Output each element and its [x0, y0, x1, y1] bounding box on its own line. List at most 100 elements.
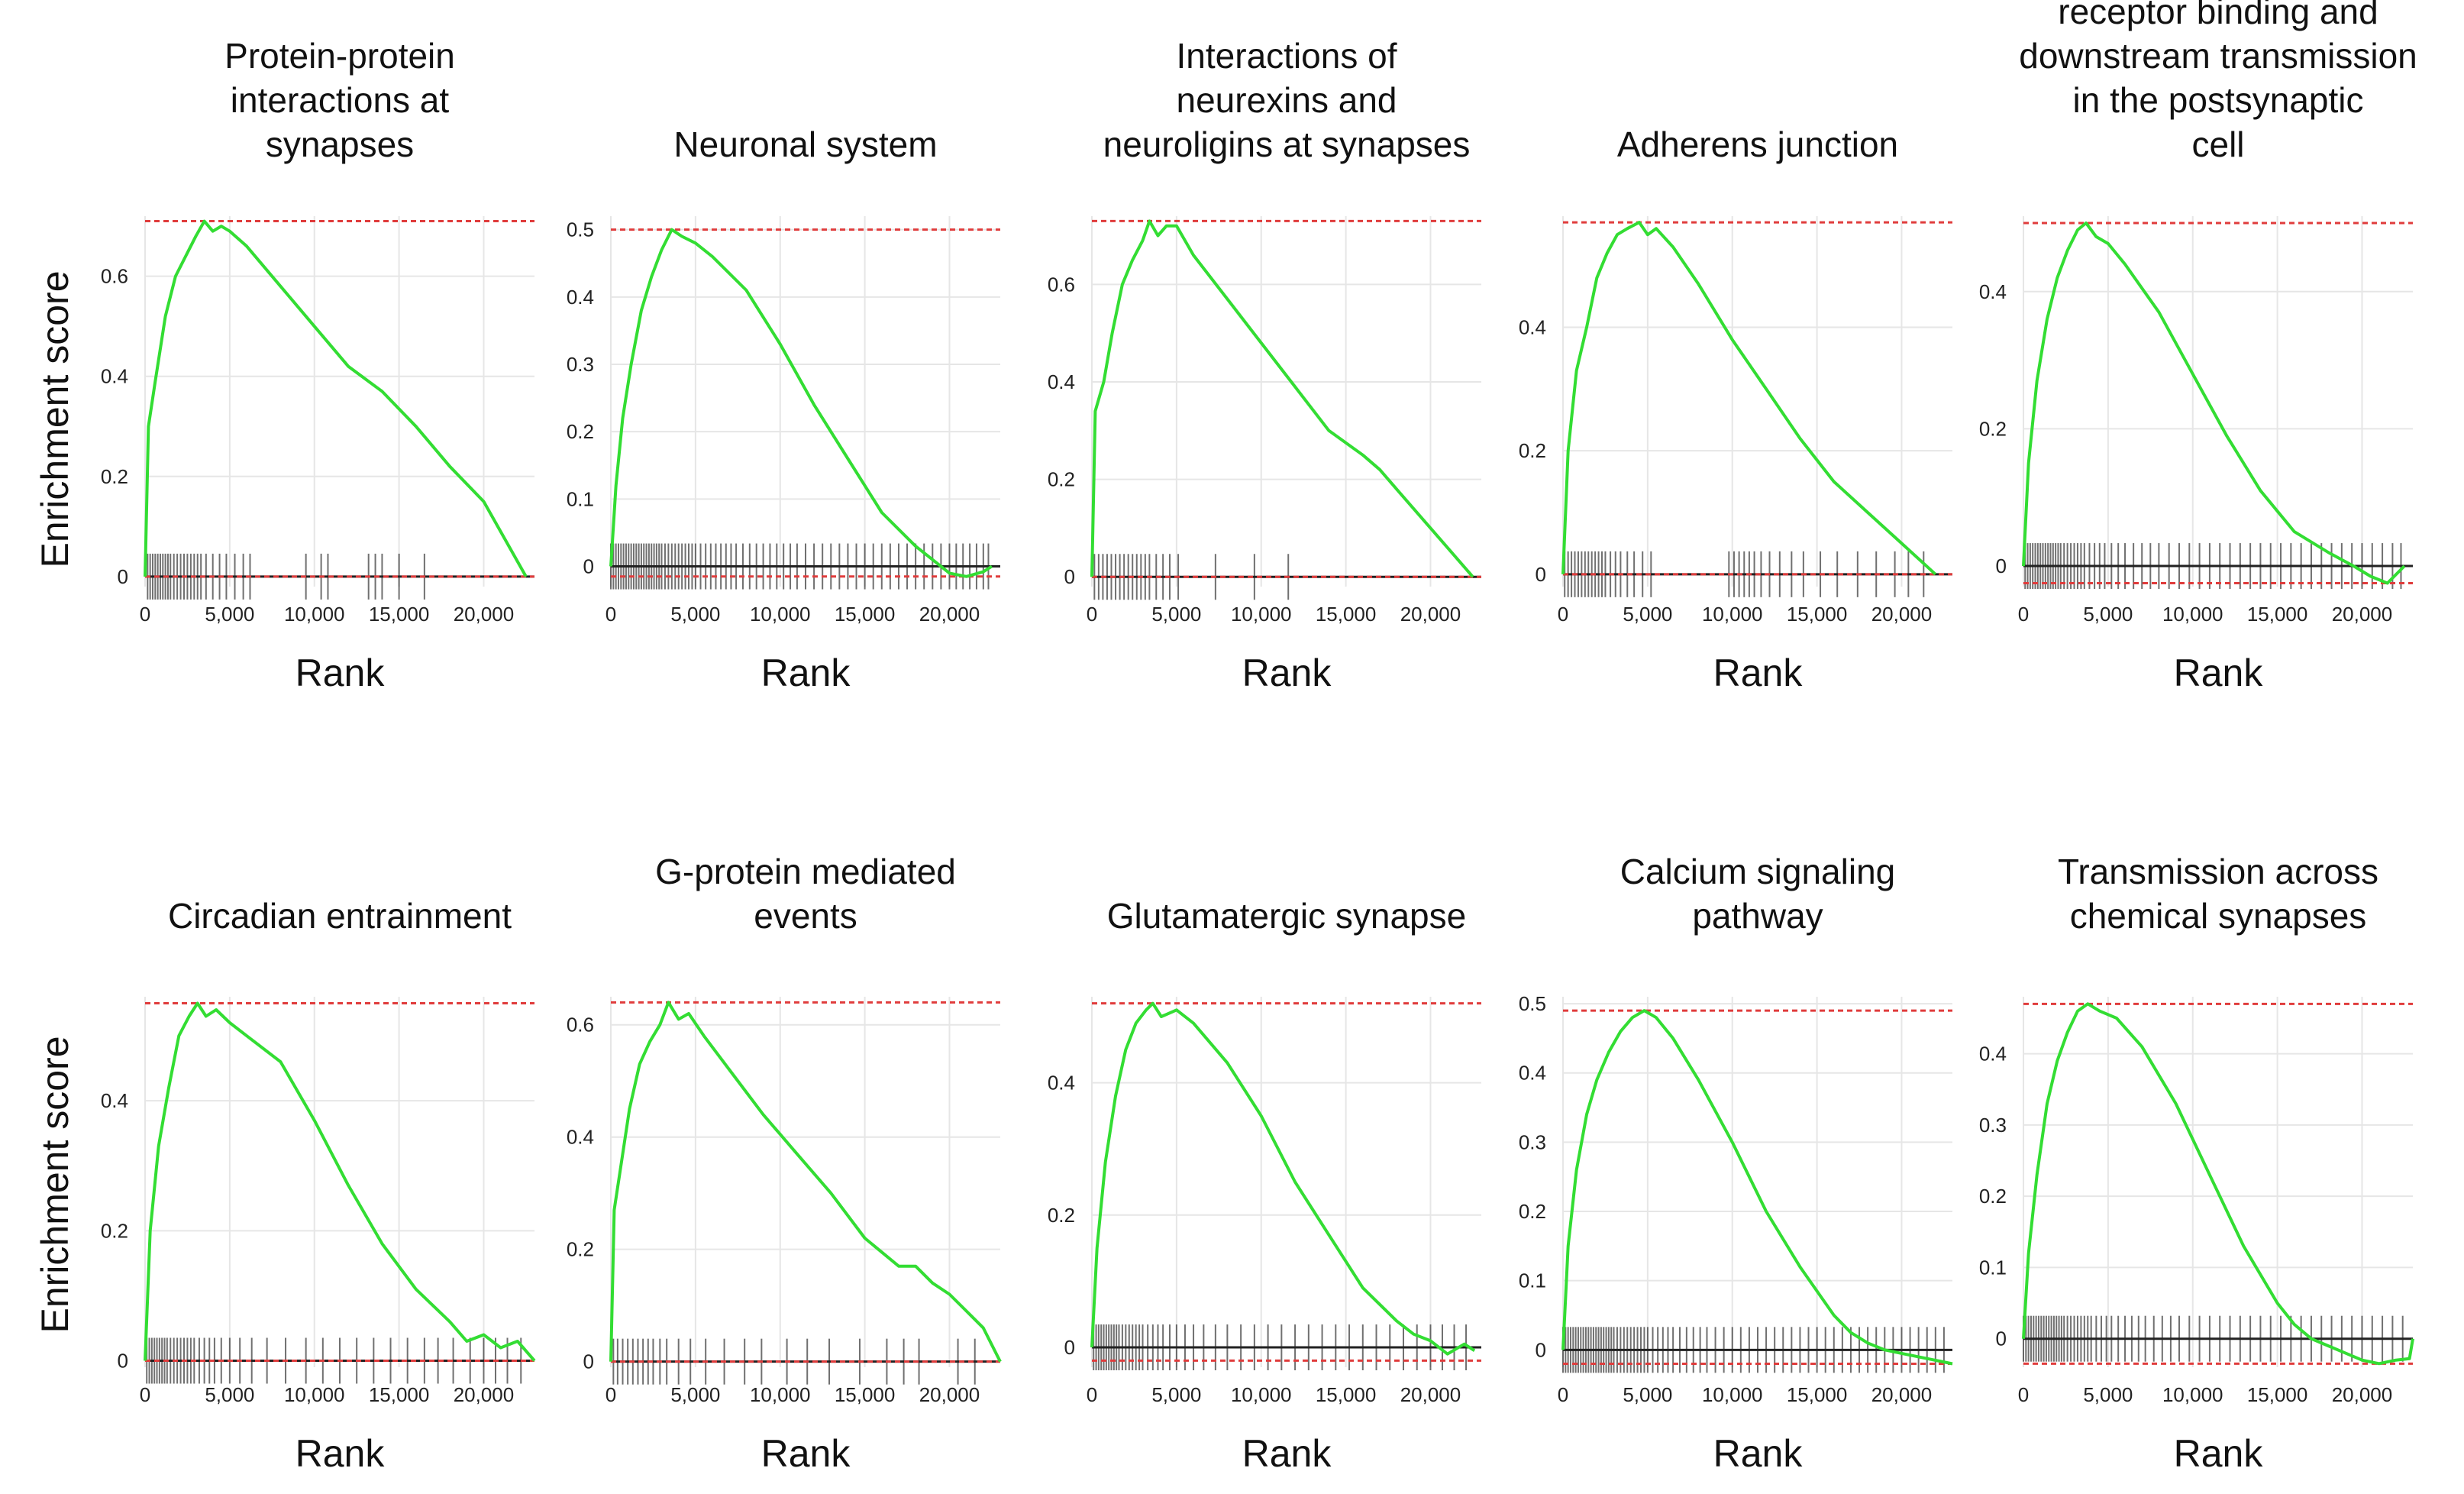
x-tick-label: 0	[1087, 603, 1097, 626]
x-tick-label: 20,000	[919, 603, 980, 626]
y-tick-label: 0	[118, 565, 128, 588]
panel-6: 0 0.2 0.4 0 5,000 10,000 15,000 20,000 Rank Circa…	[101, 896, 536, 1475]
row1-y-axis-label: Enrichment score	[34, 270, 76, 568]
x-tick-label: 15,000	[369, 1383, 430, 1406]
x-axis-label: Rank	[761, 1432, 851, 1475]
panel-7: 0 0.2 0.4 0.6 0 5,000 10,000 15,000 20,000 Rank G-…	[567, 852, 1002, 1475]
x-tick-label: 10,000	[1702, 1383, 1763, 1406]
x-tick-label: 20,000	[1871, 1383, 1933, 1406]
y-tick-label: 0.6	[567, 1014, 594, 1036]
enrichment-curve	[1561, 221, 1937, 576]
panel-1: 0 0.2 0.4 0.6 0 5,000 10,000 15,000 20,000 Rank Pr…	[101, 36, 534, 694]
x-tick-label: 0	[1558, 1383, 1568, 1406]
panel-9: 0 0.1 0.2 0.3 0.4 0.5 0 5,000 10,000 15,000 20,000…	[1519, 852, 1953, 1475]
y-tick-label: 0.2	[567, 1238, 594, 1261]
y-tick-label: 0	[1536, 1338, 1546, 1361]
y-tick-label: 0.4	[567, 1126, 594, 1149]
x-tick-label: 5,000	[1623, 603, 1672, 626]
enrichment-curve	[1090, 219, 1474, 578]
panel-4: 0 0.2 0.4 0 5,000 10,000 15,000 20,000 Rank Adher…	[1519, 124, 1952, 694]
y-tick-label: 0	[1064, 565, 1075, 588]
x-tick-label: 20,000	[1871, 603, 1933, 626]
y-tick-label: 0.6	[101, 265, 128, 288]
x-axis-label: Rank	[761, 652, 851, 694]
x-tick-label: 10,000	[2162, 603, 2223, 626]
y-tick-label: 0.4	[1519, 316, 1546, 339]
y-tick-label: 0	[1064, 1336, 1075, 1359]
x-tick-label: 20,000	[2332, 1383, 2393, 1406]
x-tick-label: 0	[606, 603, 616, 626]
x-tick-label: 0	[606, 1383, 616, 1406]
enrichment-curve	[1090, 1001, 1476, 1356]
y-tick-label: 0	[1996, 555, 2007, 577]
y-tick-label: 0.4	[1519, 1062, 1546, 1085]
x-tick-label: 15,000	[835, 1383, 896, 1406]
y-tick-label: 0.2	[1519, 439, 1546, 462]
y-tick-label: 0	[1536, 563, 1546, 586]
y-tick-label: 0.6	[1048, 273, 1075, 296]
chart-title: Calcium signaling pathway	[1620, 852, 1896, 936]
y-tick-label: 0.5	[1519, 992, 1546, 1015]
row2-y-axis-label: Enrichment score	[34, 1036, 76, 1334]
x-tick-label: 0	[1558, 603, 1568, 626]
x-tick-label: 0	[1087, 1383, 1097, 1406]
y-tick-label: 0.4	[567, 286, 594, 309]
x-tick-label: 5,000	[670, 1383, 720, 1406]
x-tick-label: 15,000	[2247, 1383, 2308, 1406]
x-tick-label: 10,000	[1231, 603, 1292, 626]
x-tick-label: 15,000	[369, 603, 430, 626]
x-tick-label: 5,000	[205, 603, 254, 626]
x-tick-label: 0	[2018, 603, 2029, 626]
enrichment-curve	[609, 1001, 1002, 1363]
x-tick-label: 5,000	[1151, 1383, 1201, 1406]
chart-title: Glutamatergic synapse	[1107, 896, 1466, 936]
chart-title: G-protein mediated events	[655, 852, 956, 936]
chart-title: Neurotransmitterreceptor binding anddown…	[2019, 0, 2417, 164]
y-tick-label: 0.4	[1979, 280, 2007, 303]
y-tick-label: 0.4	[1048, 370, 1075, 393]
x-tick-label: 20,000	[919, 1383, 980, 1406]
x-tick-label: 0	[2018, 1383, 2029, 1406]
enrichment-curve	[1561, 1009, 1953, 1366]
x-tick-label: 5,000	[2083, 603, 2133, 626]
y-tick-label: 0.2	[1048, 468, 1075, 491]
y-tick-label: 0.4	[1048, 1072, 1075, 1095]
chart-title: Neuronal system	[673, 124, 937, 164]
y-tick-label: 0.3	[567, 353, 594, 376]
x-axis-label: Rank	[1713, 1432, 1804, 1475]
enrichment-curve	[609, 228, 993, 578]
y-tick-label: 0.2	[101, 1219, 128, 1242]
chart-title: Protein-protein interactions at synapses	[224, 36, 455, 164]
y-tick-label: 0.5	[567, 218, 594, 241]
x-axis-label: Rank	[2174, 652, 2264, 694]
chart-title: Adherens junction	[1617, 124, 1898, 164]
x-axis-label: Rank	[295, 1432, 386, 1475]
x-tick-label: 5,000	[2083, 1383, 2133, 1406]
x-tick-label: 10,000	[750, 603, 811, 626]
x-tick-label: 10,000	[750, 1383, 811, 1406]
x-tick-label: 5,000	[205, 1383, 254, 1406]
x-tick-label: 10,000	[2162, 1383, 2223, 1406]
x-tick-label: 5,000	[1151, 603, 1201, 626]
x-tick-label: 15,000	[1787, 1383, 1848, 1406]
x-tick-label: 5,000	[670, 603, 720, 626]
x-tick-label: 10,000	[1702, 603, 1763, 626]
x-tick-label: 10,000	[1231, 1383, 1292, 1406]
chart-title: Transmission across chemical synapses	[2058, 852, 2378, 936]
x-tick-label: 20,000	[454, 603, 515, 626]
panel-3: 0 0.2 0.4 0.6 0 5,000 10,000 15,000 20,000 Rank In…	[1048, 36, 1481, 694]
x-tick-label: 20,000	[2332, 603, 2393, 626]
enrichment-curve	[2022, 222, 2406, 585]
x-tick-label: 5,000	[1623, 1383, 1672, 1406]
x-axis-label: Rank	[295, 652, 386, 694]
y-tick-label: 0.3	[1979, 1114, 2007, 1137]
y-tick-label: 0.1	[1979, 1256, 2007, 1279]
x-tick-label: 10,000	[284, 1383, 345, 1406]
x-tick-label: 10,000	[284, 603, 345, 626]
x-axis-label: Rank	[1242, 1432, 1332, 1475]
x-tick-label: 15,000	[835, 603, 896, 626]
y-tick-label: 0.2	[1979, 1185, 2007, 1208]
y-tick-label: 0.1	[567, 487, 594, 510]
chart-title: Circadian entrainment	[168, 896, 512, 936]
